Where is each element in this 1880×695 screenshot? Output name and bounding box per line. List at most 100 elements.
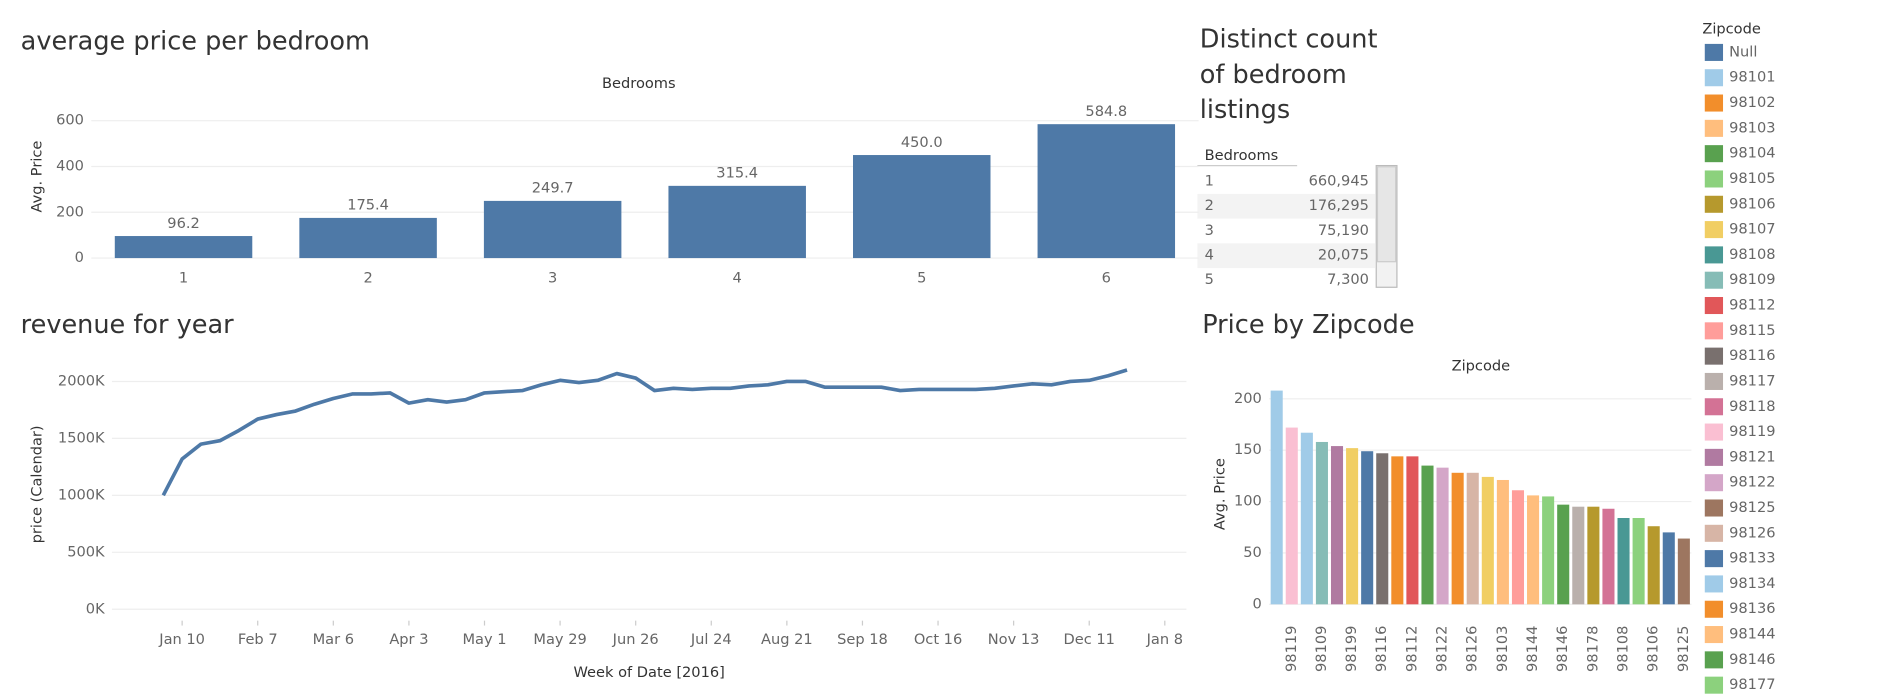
legend-label: 98122 (1729, 474, 1775, 491)
y-tick-label: 600 (56, 112, 84, 129)
legend-swatch (1704, 676, 1724, 694)
legend-title: Zipcode (1702, 20, 1761, 37)
x-tick-label: 98146 (1554, 626, 1571, 672)
y-tick-label: 200 (56, 203, 84, 220)
chart-title: revenue for year (21, 310, 234, 340)
x-tick-label: 98108 (1615, 626, 1632, 672)
bar (1466, 472, 1479, 605)
x-tick-label: 98144 (1524, 626, 1541, 672)
legend-swatch (1704, 398, 1724, 416)
legend-swatch (1704, 448, 1724, 466)
table-title: Distinct count of bedroom listings (1199, 24, 1378, 125)
cell: 176,295 (1309, 197, 1369, 214)
x-tick-label: 98103 (1494, 626, 1511, 672)
bar (1376, 453, 1389, 605)
legend-swatch (1704, 322, 1724, 340)
legend-label: 98177 (1729, 676, 1775, 693)
legend-label: 98112 (1729, 297, 1775, 314)
legend-swatch (1704, 170, 1724, 188)
legend-swatch (1704, 423, 1724, 441)
legend-label: 98136 (1729, 600, 1775, 617)
bar (1037, 124, 1176, 259)
legend-swatch (1704, 43, 1724, 61)
x-tick-label: Jul 24 (690, 631, 732, 648)
bar (668, 185, 806, 259)
y-axis-label: price (Calendar) (29, 425, 46, 543)
bar (1677, 538, 1690, 605)
legend-swatch (1704, 474, 1724, 492)
cell: 1 (1205, 172, 1214, 189)
legend-swatch (1704, 372, 1724, 390)
x-tick-label: May 1 (462, 631, 506, 648)
scroll-thumb[interactable] (1376, 166, 1397, 263)
x-tick-label: Dec 11 (1063, 631, 1114, 648)
y-tick-label: 0K (86, 600, 105, 617)
bar (1346, 448, 1359, 605)
table-title-box: Distinct count of bedroom listings (1199, 24, 1378, 125)
x-tick-label: 3 (548, 270, 557, 287)
bar (1557, 504, 1570, 605)
legend-swatch (1704, 297, 1724, 315)
bar (299, 217, 437, 259)
axis-header: Bedrooms (602, 75, 676, 92)
legend-label: 98104 (1729, 145, 1775, 162)
cell: 4 (1205, 247, 1214, 264)
legend-swatch (1704, 195, 1724, 213)
y-tick-label: 150 (1234, 441, 1262, 458)
legend-label: 98106 (1729, 195, 1775, 212)
bar (1406, 456, 1419, 605)
bar (1647, 526, 1660, 605)
x-tick-label: 4 (733, 270, 742, 287)
cell: 2 (1205, 197, 1214, 214)
x-tick-label: 98199 (1343, 626, 1360, 672)
bar (1421, 465, 1434, 605)
y-tick-label: 2000K (58, 372, 105, 389)
x-tick-label: 98106 (1645, 626, 1662, 672)
cell: 75,190 (1318, 222, 1369, 239)
legend-label: 98109 (1729, 271, 1775, 288)
x-tick-label: 98126 (1464, 626, 1481, 672)
y-tick-label: 50 (1243, 544, 1262, 561)
y-axis-label: Avg. Price (29, 141, 46, 213)
table-header: Bedrooms (1205, 147, 1279, 164)
legend-label: 98146 (1729, 651, 1775, 668)
legend-swatch (1704, 271, 1724, 289)
y-tick-label: 0 (75, 249, 84, 266)
x-tick-label: 6 (1102, 270, 1111, 287)
x-tick-label: 1 (179, 270, 188, 287)
x-tick-label: Apr 3 (389, 631, 428, 648)
bar (1391, 456, 1404, 605)
legend-label: 98126 (1729, 524, 1775, 541)
chart-title: Price by Zipcode (1202, 310, 1414, 340)
bar (1587, 506, 1600, 605)
bar (1617, 518, 1630, 605)
x-tick-label: 98178 (1584, 626, 1601, 672)
x-tick-label: 98109 (1313, 626, 1330, 672)
legend-label: 98116 (1729, 347, 1775, 364)
bar (483, 200, 622, 259)
x-tick-label: 5 (917, 270, 926, 287)
legend-swatch (1704, 524, 1724, 542)
bar (1300, 432, 1313, 605)
bar (114, 236, 253, 259)
x-tick-label: Oct 16 (914, 631, 962, 648)
bar (1527, 495, 1540, 605)
legend-label: 98107 (1729, 221, 1775, 238)
legend-swatch (1704, 575, 1724, 593)
x-tick-label: 2 (363, 270, 372, 287)
x-tick-label: 98112 (1403, 626, 1420, 672)
bar (1662, 532, 1675, 605)
legend-label: 98125 (1729, 499, 1775, 516)
bar (1542, 496, 1555, 605)
line (161, 368, 1128, 497)
legend-label: 98101 (1729, 69, 1775, 86)
value-label: 96.2 (167, 215, 199, 232)
legend-label: 98105 (1729, 170, 1775, 187)
value-label: 315.4 (716, 165, 758, 182)
legend-label: Null (1729, 43, 1757, 60)
x-tick-label: Jan 8 (1146, 631, 1183, 648)
chart-title: average price per bedroom (21, 27, 370, 57)
legend-label: 98133 (1729, 550, 1775, 567)
value-label: 249.7 (532, 180, 574, 197)
